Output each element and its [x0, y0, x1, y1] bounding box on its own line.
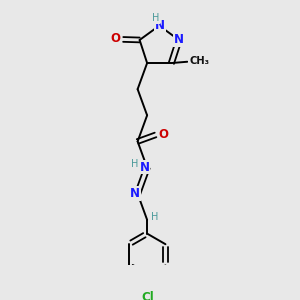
Text: N: N [140, 160, 149, 173]
Text: H: H [152, 212, 159, 222]
Text: O: O [111, 32, 121, 45]
Text: H: H [131, 159, 138, 169]
Text: H: H [152, 13, 159, 23]
Text: CH₃: CH₃ [189, 56, 209, 66]
Text: N: N [130, 187, 140, 200]
Text: O: O [158, 128, 169, 141]
Text: N: N [155, 19, 165, 32]
Text: N: N [174, 33, 184, 46]
Text: Cl: Cl [141, 291, 154, 300]
